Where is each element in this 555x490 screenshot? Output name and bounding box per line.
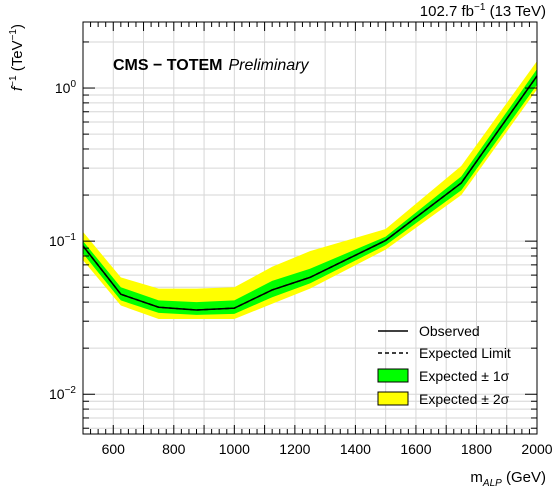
legend-swatch-2sigma (377, 391, 409, 406)
y-axis-label-unit: (TeV (9, 40, 26, 75)
legend-item-2sigma: Expected ± 2σ (377, 391, 510, 407)
y-tick-label-exp: 0 (70, 79, 76, 90)
legend-label-1sigma: Expected ± 1σ (419, 368, 510, 384)
y-tick-label-exp: −1 (65, 232, 77, 243)
x-tick-label: 600 (102, 441, 126, 457)
legend-label-observed: Observed (419, 323, 480, 339)
x-tick-label: 2000 (521, 441, 552, 457)
legend-label-expected: Expected Limit (419, 345, 511, 361)
x-axis-label-unit: (GeV) (502, 469, 546, 486)
experiment-name: CMS − TOTEM (113, 57, 223, 74)
y-axis-label-main: f (9, 85, 26, 91)
lumi-value: 102.7 fb (420, 3, 474, 20)
legend-swatch-1sigma (377, 368, 409, 383)
y-tick-label: 10−1 (49, 232, 76, 249)
observed-line (82, 75, 538, 311)
x-tick-label: 1800 (461, 441, 492, 457)
experiment-status: Preliminary (229, 57, 310, 74)
legend: Observed Expected Limit Expected ± 1σ Ex… (377, 323, 511, 407)
legend-item-expected: Expected Limit (378, 345, 511, 361)
y-tick-label-exp: −2 (65, 385, 77, 396)
y-axis-label-unit-sup: −1 (8, 29, 19, 41)
x-tick-label: 800 (162, 441, 186, 457)
legend-item-observed: Observed (378, 323, 480, 339)
lumi-energy: (13 TeV) (485, 3, 546, 20)
x-tick-label: 1600 (400, 441, 431, 457)
x-tick-label: 1000 (219, 441, 250, 457)
tick-labels: 600 800 1000 1200 1400 1600 1800 200010−210−110… (49, 79, 553, 457)
x-axis-label-sub: ALP (482, 478, 502, 489)
x-axis-label: mALP (GeV) (470, 469, 546, 489)
limit-lines (82, 75, 538, 311)
bands (83, 61, 537, 320)
band-1sigma (83, 69, 537, 315)
y-tick-label: 100 (55, 79, 77, 96)
legend-item-1sigma: Expected ± 1σ (377, 368, 510, 384)
x-axis-label-main: m (470, 469, 483, 486)
experiment-label: CMS − TOTEM Preliminary (113, 57, 310, 74)
y-axis-label: f−1 (TeV−1) (8, 24, 26, 91)
y-tick-label-base: 10 (49, 386, 65, 402)
y-tick-label-base: 10 (49, 233, 65, 249)
lumi-sup: −1 (474, 2, 486, 13)
x-tick-label: 1200 (279, 441, 310, 457)
y-axis-label-unit-close: ) (9, 24, 26, 29)
axis-ticks (83, 22, 537, 434)
y-axis-label-sup: −1 (8, 75, 19, 87)
x-tick-label: 1400 (340, 441, 371, 457)
y-tick-label: 10−2 (49, 385, 76, 402)
y-tick-label-base: 10 (55, 80, 71, 96)
lumi-label: 102.7 fb−1 (13 TeV) (420, 2, 546, 20)
legend-label-2sigma: Expected ± 2σ (419, 391, 510, 407)
